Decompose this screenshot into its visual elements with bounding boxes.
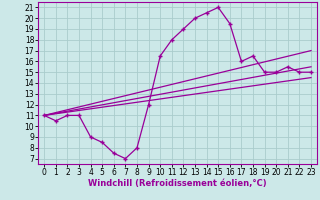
X-axis label: Windchill (Refroidissement éolien,°C): Windchill (Refroidissement éolien,°C) bbox=[88, 179, 267, 188]
